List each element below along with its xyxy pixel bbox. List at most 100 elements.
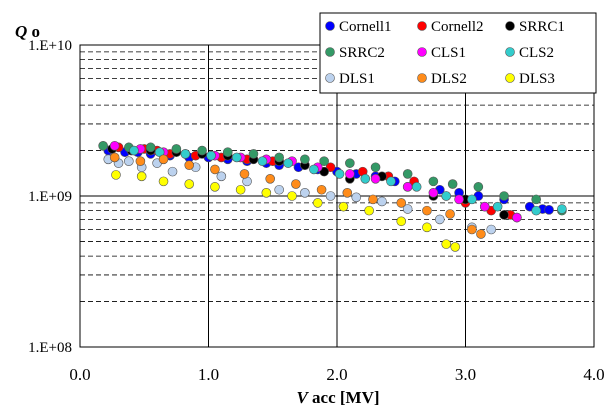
legend-marker — [505, 21, 515, 31]
legend-label: DLS2 — [431, 71, 467, 87]
data-point — [370, 173, 381, 184]
x-axis-label: V acc [MV] — [296, 388, 379, 407]
legend-label: CLS1 — [431, 45, 466, 61]
series-srrc2 — [98, 141, 567, 216]
legend-label: DLS3 — [519, 71, 555, 87]
data-point — [467, 224, 477, 235]
data-point — [167, 166, 178, 177]
data-point — [467, 194, 477, 205]
data-point — [411, 182, 422, 192]
data-point — [370, 162, 381, 173]
data-point — [345, 169, 355, 179]
data-point — [197, 145, 207, 156]
data-point — [135, 156, 146, 167]
legend-label: Cornell1 — [339, 19, 392, 35]
data-point — [291, 179, 301, 189]
data-points — [98, 141, 567, 252]
data-point — [231, 152, 242, 163]
data-point — [396, 216, 407, 227]
data-point — [265, 173, 275, 184]
data-point — [377, 196, 387, 207]
data-point — [257, 156, 268, 167]
legend-marker — [325, 21, 335, 31]
data-point — [364, 205, 374, 216]
data-point — [300, 188, 310, 198]
data-point — [309, 164, 319, 175]
data-point — [476, 229, 486, 239]
series-dls3 — [111, 170, 461, 252]
data-point — [422, 222, 432, 233]
data-point — [544, 205, 554, 215]
data-point — [210, 182, 220, 192]
data-point — [342, 188, 353, 198]
legend-marker — [325, 73, 335, 83]
legend-marker — [325, 47, 335, 57]
data-point — [368, 194, 378, 205]
data-point — [109, 141, 120, 151]
legend-label: CLS2 — [519, 45, 554, 61]
data-point — [512, 212, 522, 223]
data-point — [239, 169, 250, 179]
data-point — [274, 152, 284, 163]
series-cls2 — [129, 145, 567, 216]
legend-marker — [417, 73, 427, 83]
data-point — [316, 184, 327, 195]
data-point — [206, 150, 216, 161]
data-point — [222, 147, 233, 158]
x-tick-label: 4.0 — [583, 365, 604, 384]
data-point — [479, 201, 490, 212]
data-point — [396, 198, 407, 208]
data-point — [450, 242, 461, 252]
data-point — [351, 192, 362, 203]
series-dls2 — [109, 152, 486, 239]
data-point — [261, 188, 272, 198]
data-point — [184, 179, 195, 189]
data-point — [447, 179, 458, 189]
data-point — [129, 145, 139, 156]
data-point — [441, 239, 452, 249]
legend-marker — [417, 47, 427, 57]
data-point — [334, 169, 345, 179]
legend-marker — [505, 73, 515, 83]
data-point — [158, 154, 169, 165]
data-point — [422, 205, 432, 216]
data-point — [158, 176, 169, 187]
data-point — [111, 170, 121, 180]
tick-labels: 0.0 1.0 2.0 3.0 4.0 1.E+08 1.E+09 1.E+10 — [28, 38, 605, 384]
data-point — [274, 184, 284, 195]
data-point — [248, 149, 259, 159]
data-point — [434, 214, 445, 225]
data-point — [325, 191, 336, 201]
data-point — [210, 164, 220, 175]
data-point — [445, 209, 455, 219]
data-point — [428, 188, 439, 198]
data-point — [171, 144, 182, 154]
data-point — [338, 201, 349, 212]
data-point — [136, 171, 147, 182]
data-point — [124, 156, 134, 167]
y-tick-label: 1.E+08 — [28, 340, 72, 356]
legend-label: SRRC2 — [339, 45, 385, 61]
legend-marker — [417, 21, 427, 31]
data-point — [428, 176, 439, 187]
data-point — [312, 198, 323, 208]
data-point — [283, 158, 293, 168]
data-point — [486, 224, 497, 235]
data-point — [402, 182, 413, 192]
data-point — [235, 184, 246, 195]
data-point — [300, 154, 310, 165]
x-tick-label: 1.0 — [198, 365, 219, 384]
data-point — [557, 204, 567, 214]
data-point — [98, 141, 108, 151]
x-tick-label: 0.0 — [69, 365, 90, 384]
y-tick-label: 1.E+09 — [28, 189, 72, 205]
data-point — [145, 142, 156, 153]
x-tick-label: 2.0 — [326, 365, 347, 384]
data-point — [454, 194, 464, 205]
data-point — [386, 176, 396, 187]
legend-label: DLS1 — [339, 71, 375, 87]
legend-label: Cornell2 — [431, 19, 484, 35]
data-point — [319, 156, 329, 167]
legend: Cornell1 Cornell2 SRRC1 SRRC2 CLS1 CLS2 DLS1 DL… — [319, 12, 597, 94]
